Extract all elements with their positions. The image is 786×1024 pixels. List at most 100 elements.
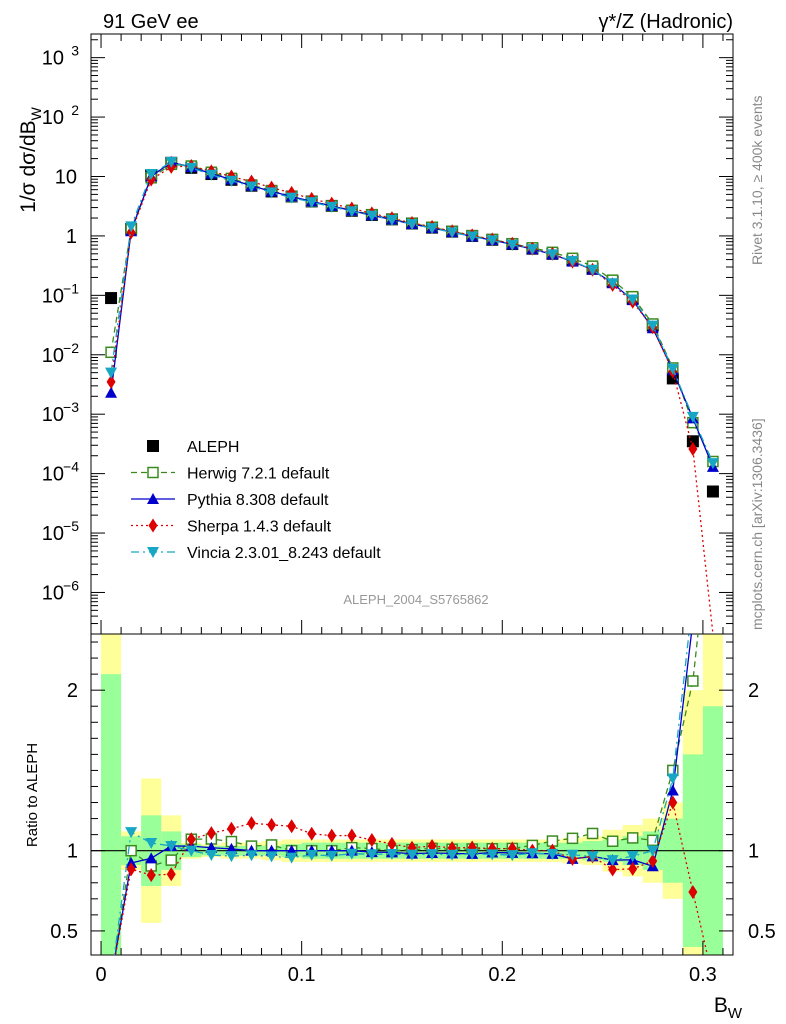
- ratio-point-herwig: [125, 844, 137, 857]
- legend-label-data: ALEPH: [187, 439, 239, 456]
- point-vincia: [105, 367, 118, 379]
- ratio-point-vincia: [365, 849, 378, 861]
- ratio-point-sherpa: [206, 826, 216, 841]
- legend-marker-pythia: [147, 493, 159, 504]
- legend-label-herwig: Herwig 7.2.1 default: [187, 466, 330, 483]
- ratio-point-sherpa: [226, 821, 236, 836]
- ratio-point-vincia: [426, 849, 439, 861]
- y-axis-label-ratio: Ratio to ALEPH: [24, 743, 41, 847]
- series-line-sherpa: [110, 165, 714, 634]
- legend-marker-herwig: [147, 466, 159, 479]
- ratio-point-vincia: [225, 851, 238, 863]
- y-tick-label-main: 10 2: [42, 102, 79, 129]
- point-vincia: [486, 235, 499, 247]
- y-tick-label-main: 10 3: [42, 43, 79, 70]
- ratio-point-vincia: [245, 850, 258, 862]
- ratio-point-pythia: [225, 842, 238, 854]
- point-vincia: [466, 231, 479, 243]
- series-line-pythia: [110, 161, 714, 468]
- ratio-point-vincia: [586, 851, 599, 863]
- point-vincia: [526, 244, 539, 256]
- point-vincia: [365, 210, 378, 222]
- ratio-point-vincia: [285, 852, 298, 864]
- main-series-layer: [105, 156, 719, 634]
- ratio-point-vincia: [305, 849, 318, 861]
- point-vincia: [646, 320, 659, 332]
- analysis-watermark: ALEPH_2004_S5765862: [343, 592, 488, 607]
- point-sherpa: [106, 374, 116, 389]
- point-vincia: [446, 227, 459, 239]
- point-vincia: [225, 175, 238, 187]
- point-vincia: [606, 278, 619, 290]
- ratio-point-vincia: [446, 849, 459, 861]
- ratio-point-sherpa: [648, 854, 658, 869]
- y-tick-label-main: 10−3: [42, 399, 79, 426]
- ratio-point-pythia: [145, 852, 158, 864]
- ratio-point-vincia: [165, 840, 178, 852]
- header-right-title: γ*/Z (Hadronic): [599, 11, 733, 33]
- ratio-point-vincia: [406, 849, 418, 861]
- ratio-point-sherpa: [327, 828, 337, 843]
- y-tick-label-main: 10−6: [42, 577, 79, 604]
- y-tick-label-ratio: 1: [67, 841, 78, 863]
- ratio-point-sherpa: [387, 836, 397, 851]
- ratio-point-vincia: [265, 851, 278, 863]
- band-stat-bin: [101, 674, 122, 955]
- legend-marker-vincia: [147, 547, 159, 558]
- point-vincia: [285, 192, 298, 204]
- ratio-point-sherpa: [608, 862, 618, 877]
- ratio-point-herwig: [626, 832, 639, 844]
- ratio-point-vincia: [506, 850, 519, 862]
- x-tick-label: 0.1: [288, 964, 316, 986]
- y-tick-label-ratio-right: 1: [748, 841, 759, 863]
- ratio-point-vincia: [466, 848, 479, 860]
- y-axis-label-main: 1/σ dσ/dBW: [17, 106, 44, 212]
- ratio-point-sherpa: [267, 817, 277, 832]
- point-vincia: [125, 221, 138, 233]
- y-tick-label-ratio: 2: [67, 680, 78, 702]
- ratio-point-vincia: [385, 849, 398, 861]
- ratio-point-sherpa: [307, 826, 317, 841]
- ratio-point-sherpa: [347, 828, 357, 843]
- ratio-point-sherpa: [628, 861, 638, 876]
- header-left-title: 91 GeV ee: [103, 11, 199, 33]
- point-vincia: [566, 255, 579, 267]
- point-vincia: [345, 206, 358, 218]
- point-vincia: [185, 162, 198, 174]
- y-tick-label-main: 10−2: [42, 340, 79, 367]
- ratio-plot-frame: [90, 633, 734, 956]
- y-tick-label-main: 10: [55, 166, 77, 188]
- legend: ALEPH Herwig 7.2.1 default Pythia 8.308 de…: [131, 439, 381, 562]
- point-data: [706, 485, 719, 498]
- point-vincia: [626, 294, 639, 306]
- x-axis-label: BW: [714, 994, 743, 1022]
- ratio-point-sherpa: [166, 867, 176, 882]
- legend-marker-data: [147, 440, 159, 452]
- x-tick-label: 0.3: [689, 964, 717, 986]
- point-vincia: [385, 214, 398, 226]
- legend-marker-sherpa: [148, 518, 158, 533]
- point-vincia: [706, 458, 719, 470]
- ratio-point-sherpa: [126, 862, 136, 877]
- ratio-point-sherpa: [186, 832, 196, 847]
- ratio-uncertainty-band: [101, 634, 723, 955]
- point-vincia: [686, 411, 699, 423]
- mcplots-reference-label: mcplots.cern.ch [arXiv:1306.3436]: [749, 418, 765, 630]
- ratio-point-vincia: [566, 849, 579, 861]
- ratio-line-pythia: [114, 634, 693, 955]
- point-vincia: [145, 169, 158, 181]
- y-tick-label-main: 10−4: [42, 459, 79, 486]
- ratio-point-vincia: [666, 773, 679, 785]
- x-tick-label: 0.2: [488, 964, 516, 986]
- point-vincia: [406, 219, 418, 231]
- point-vincia: [205, 169, 218, 181]
- ratio-point-vincia: [526, 848, 539, 860]
- legend-label-vincia: Vincia 2.3.01_8.243 default: [187, 545, 381, 562]
- ratio-point-sherpa: [367, 832, 377, 847]
- ratio-point-vincia: [145, 838, 158, 850]
- ratio-series-layer: [113, 634, 709, 955]
- ratio-point-herwig: [687, 675, 699, 687]
- point-vincia: [666, 363, 679, 375]
- ratio-point-sherpa: [688, 884, 698, 899]
